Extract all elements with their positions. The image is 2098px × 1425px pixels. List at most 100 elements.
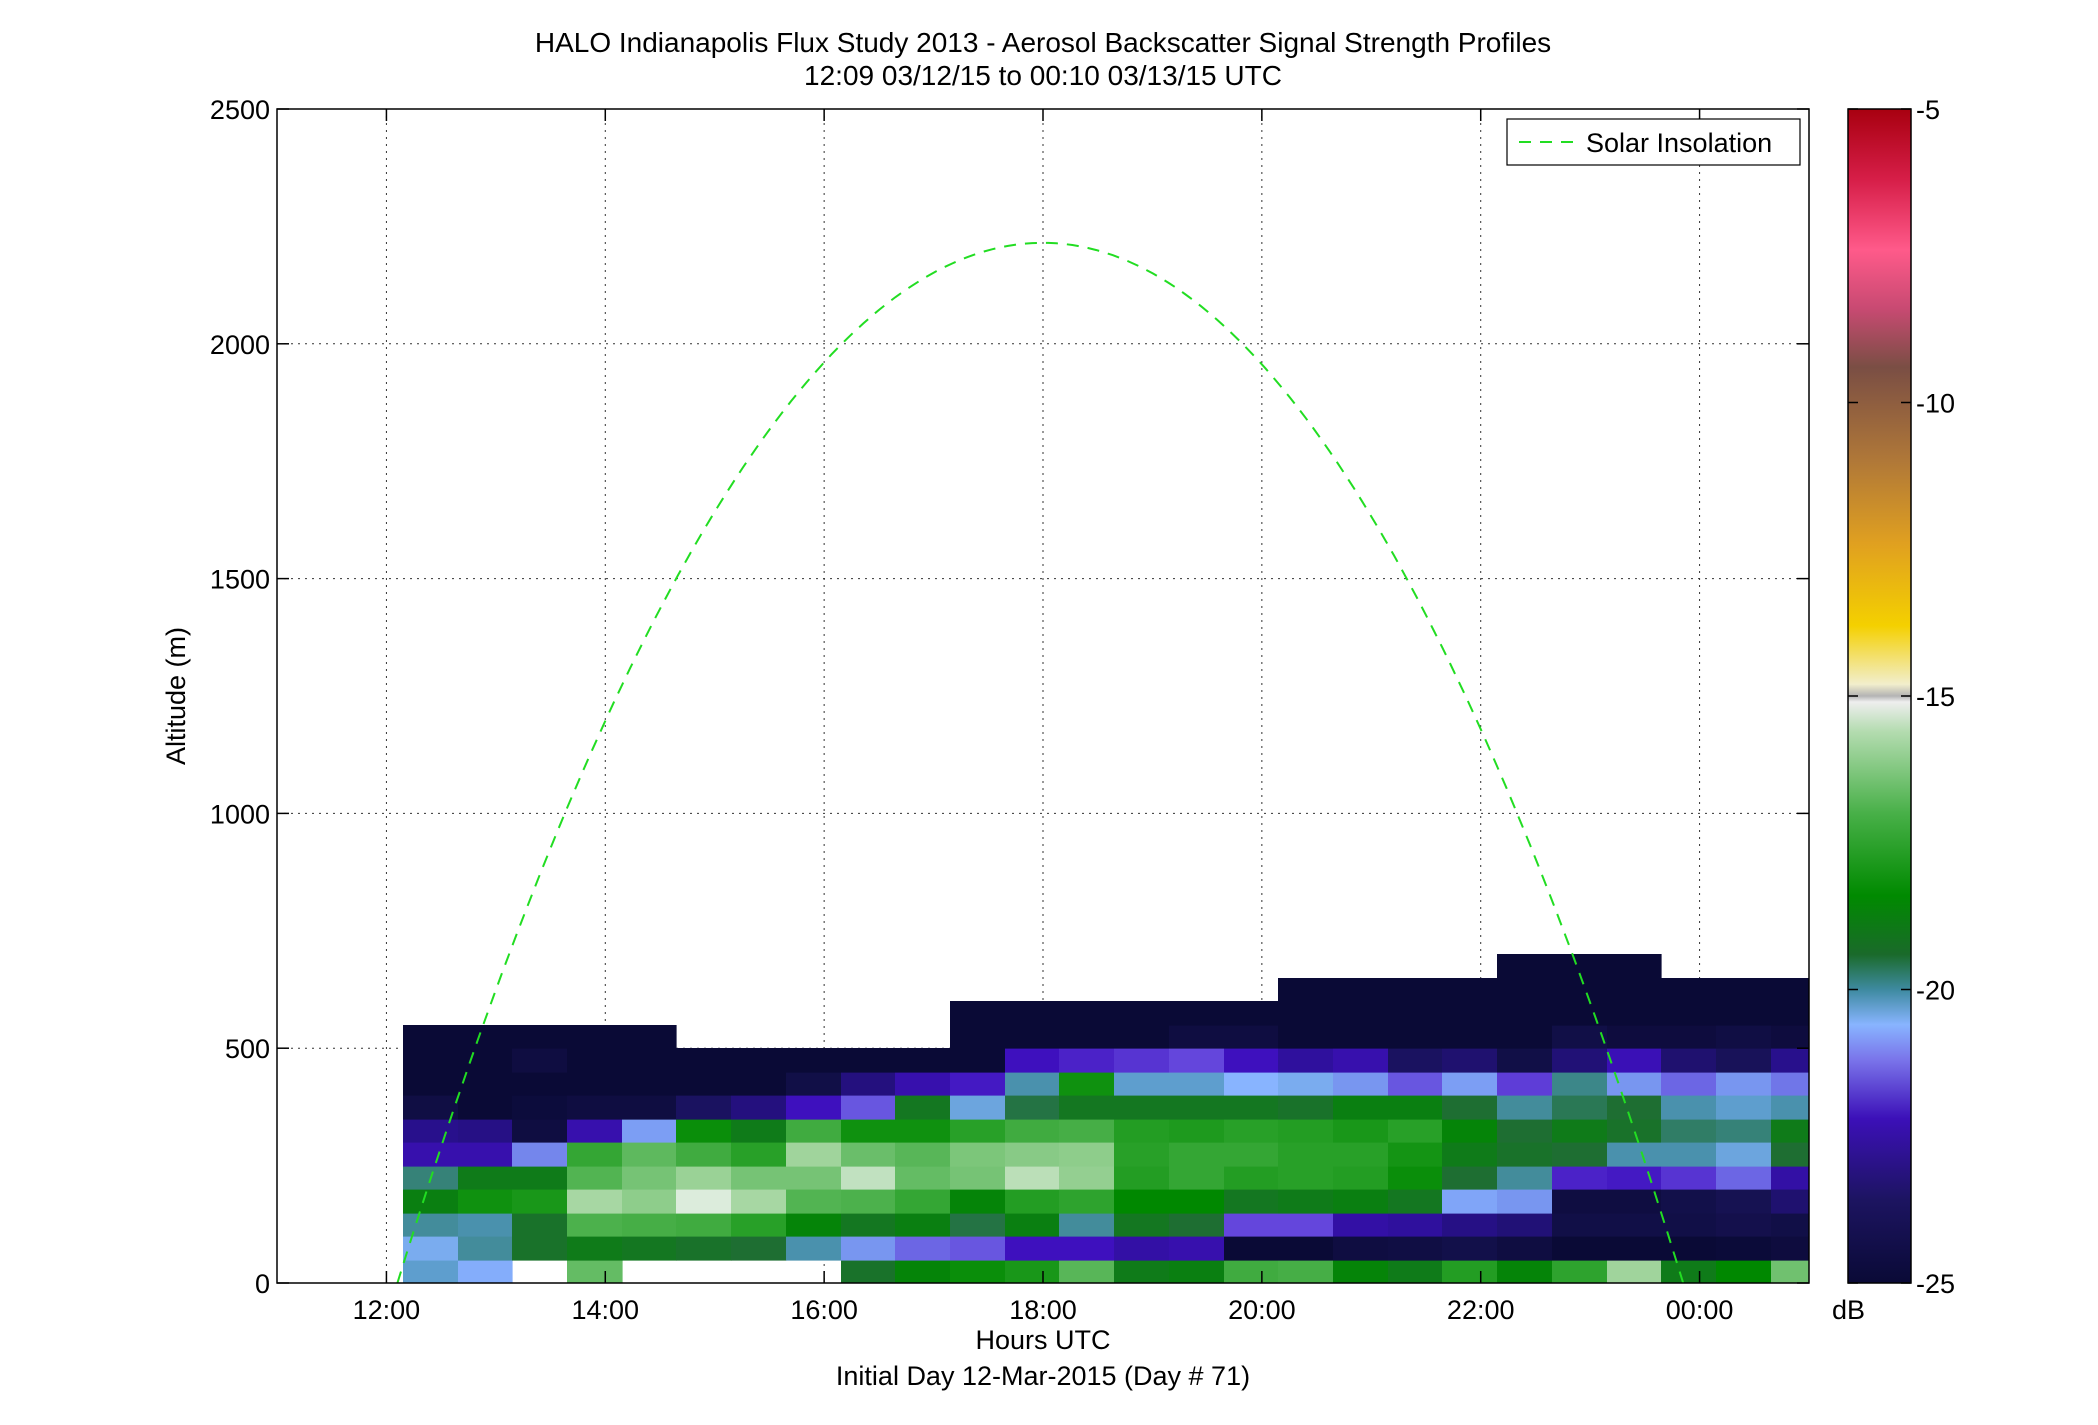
heatmap-cell [1278,1142,1334,1167]
legend-entry-solar-insolation: Solar Insolation [1586,128,1772,158]
heatmap-cell [1661,1119,1717,1143]
heatmap-cell [622,1119,677,1143]
colorbar-tick-label: -25 [1916,1269,1955,1299]
heatmap-cell [1224,1142,1279,1167]
heatmap-cell [1771,1213,1809,1237]
heatmap-cell [512,1142,568,1167]
heatmap-cell [1059,1095,1115,1120]
heatmap-cell [676,1236,732,1261]
heatmap-cell [458,1025,513,1049]
heatmap-cell [1442,1025,1498,1049]
x-tick-label: 14:00 [571,1295,639,1325]
heatmap-cell [895,1236,951,1261]
solar-insolation-curve [396,241,1685,1283]
heatmap-cell [895,1048,951,1073]
x-tick-label: 16:00 [790,1295,858,1325]
heatmap-cell [1278,1025,1334,1049]
heatmap-cell [1005,1025,1060,1049]
axis-ticks [277,108,1809,1284]
heatmap-cell [1771,1048,1809,1073]
heatmap-cell [1716,1048,1772,1073]
heatmap-cell [1278,1213,1334,1237]
heatmap-cell [1278,1166,1334,1190]
heatmap-cell [1059,1119,1115,1143]
heatmap-cell [731,1072,787,1096]
heatmap-cell [1716,1072,1772,1096]
heatmap-cell [567,1142,623,1167]
heatmap-cell [1552,1025,1608,1049]
heatmap-cell [1552,1213,1608,1237]
heatmap-cell [1552,1048,1608,1073]
heatmap-cell [1059,1048,1115,1073]
heatmap-cell [1114,1095,1170,1120]
heatmap-cell [731,1095,787,1120]
heatmap-cell [841,1166,896,1190]
heatmap-cell [1388,1072,1443,1096]
heatmap-cell [1114,1001,1170,1026]
heatmap-cell [676,1119,732,1143]
heatmap-cell [950,1095,1006,1120]
heatmap-cell [403,1072,459,1096]
heatmap-cell [1059,1236,1115,1261]
heatmap-cell [1607,1001,1662,1026]
heatmap-cell [1552,1001,1608,1026]
heatmap-cell [1607,1025,1662,1049]
heatmap-cell [1114,1142,1170,1167]
heatmap-cell [1333,1025,1389,1049]
heatmap-cell [512,1119,568,1143]
heatmap-cell [1497,1142,1553,1167]
heatmap-cell [1333,978,1389,1002]
heatmap-cell [1497,1213,1553,1237]
heatmap-cell [622,1048,677,1073]
heatmap-cell [403,1095,459,1120]
y-tick-label: 1500 [210,565,270,595]
heatmap-cell [1059,1142,1115,1167]
heatmap-cell [1333,1072,1389,1096]
heatmap-cell [1005,1189,1060,1214]
heatmap-cell [676,1142,732,1167]
heatmap-cell [1005,1095,1060,1120]
x-tick-labels: 12:00 14:00 16:00 18:00 20:00 22:00 00:00 [353,1295,1734,1325]
heatmap-cell [1005,1048,1060,1073]
heatmap-cell [458,1095,513,1120]
heatmap-cell [1661,1001,1717,1026]
heatmap-cell [950,1189,1006,1214]
heatmap-cell [1388,1142,1443,1167]
heatmap-cell [458,1213,513,1237]
heatmap-cell [731,1166,787,1190]
heatmap-cell [895,1189,951,1214]
heatmap-cell [1333,1119,1389,1143]
heatmap-cell [1388,978,1443,1002]
heatmap-cell [1661,1095,1717,1120]
heatmap-cell [1552,1166,1608,1190]
heatmap-cell [1607,1213,1662,1237]
heatmap-cell [1005,1001,1060,1026]
heatmap-cell [567,1213,623,1237]
heatmap-cell [458,1236,513,1261]
heatmap-cell [1278,1095,1334,1120]
heatmap-cell [1169,1119,1225,1143]
heatmap-cell [1661,1213,1717,1237]
legend: Solar Insolation [1506,118,1801,166]
y-tick-label: 2500 [210,95,270,125]
heatmap-cell [841,1236,896,1261]
heatmap-cell [1169,1166,1225,1190]
heatmap-cell [1716,1001,1772,1026]
heatmap-cell [1552,1072,1608,1096]
heatmap-cell [786,1119,842,1143]
heatmap-cell [1333,1236,1389,1261]
heatmap-cell [1388,1025,1443,1049]
heatmap-cell [895,1142,951,1167]
heatmap-cell [458,1166,513,1190]
heatmap-cell [1771,1095,1809,1120]
colorbar-tick-label: -15 [1916,682,1955,712]
heatmap-cell [676,1072,732,1096]
heatmap-cell [786,1213,842,1237]
heatmap-cell [1169,1236,1225,1261]
heatmap-cell [1771,1236,1809,1261]
heatmap-cell [567,1189,623,1214]
heatmap-cell [841,1095,896,1120]
heatmap-cell [403,1189,459,1214]
heatmap-cell [1388,1189,1443,1214]
heatmap-cell [786,1072,842,1096]
